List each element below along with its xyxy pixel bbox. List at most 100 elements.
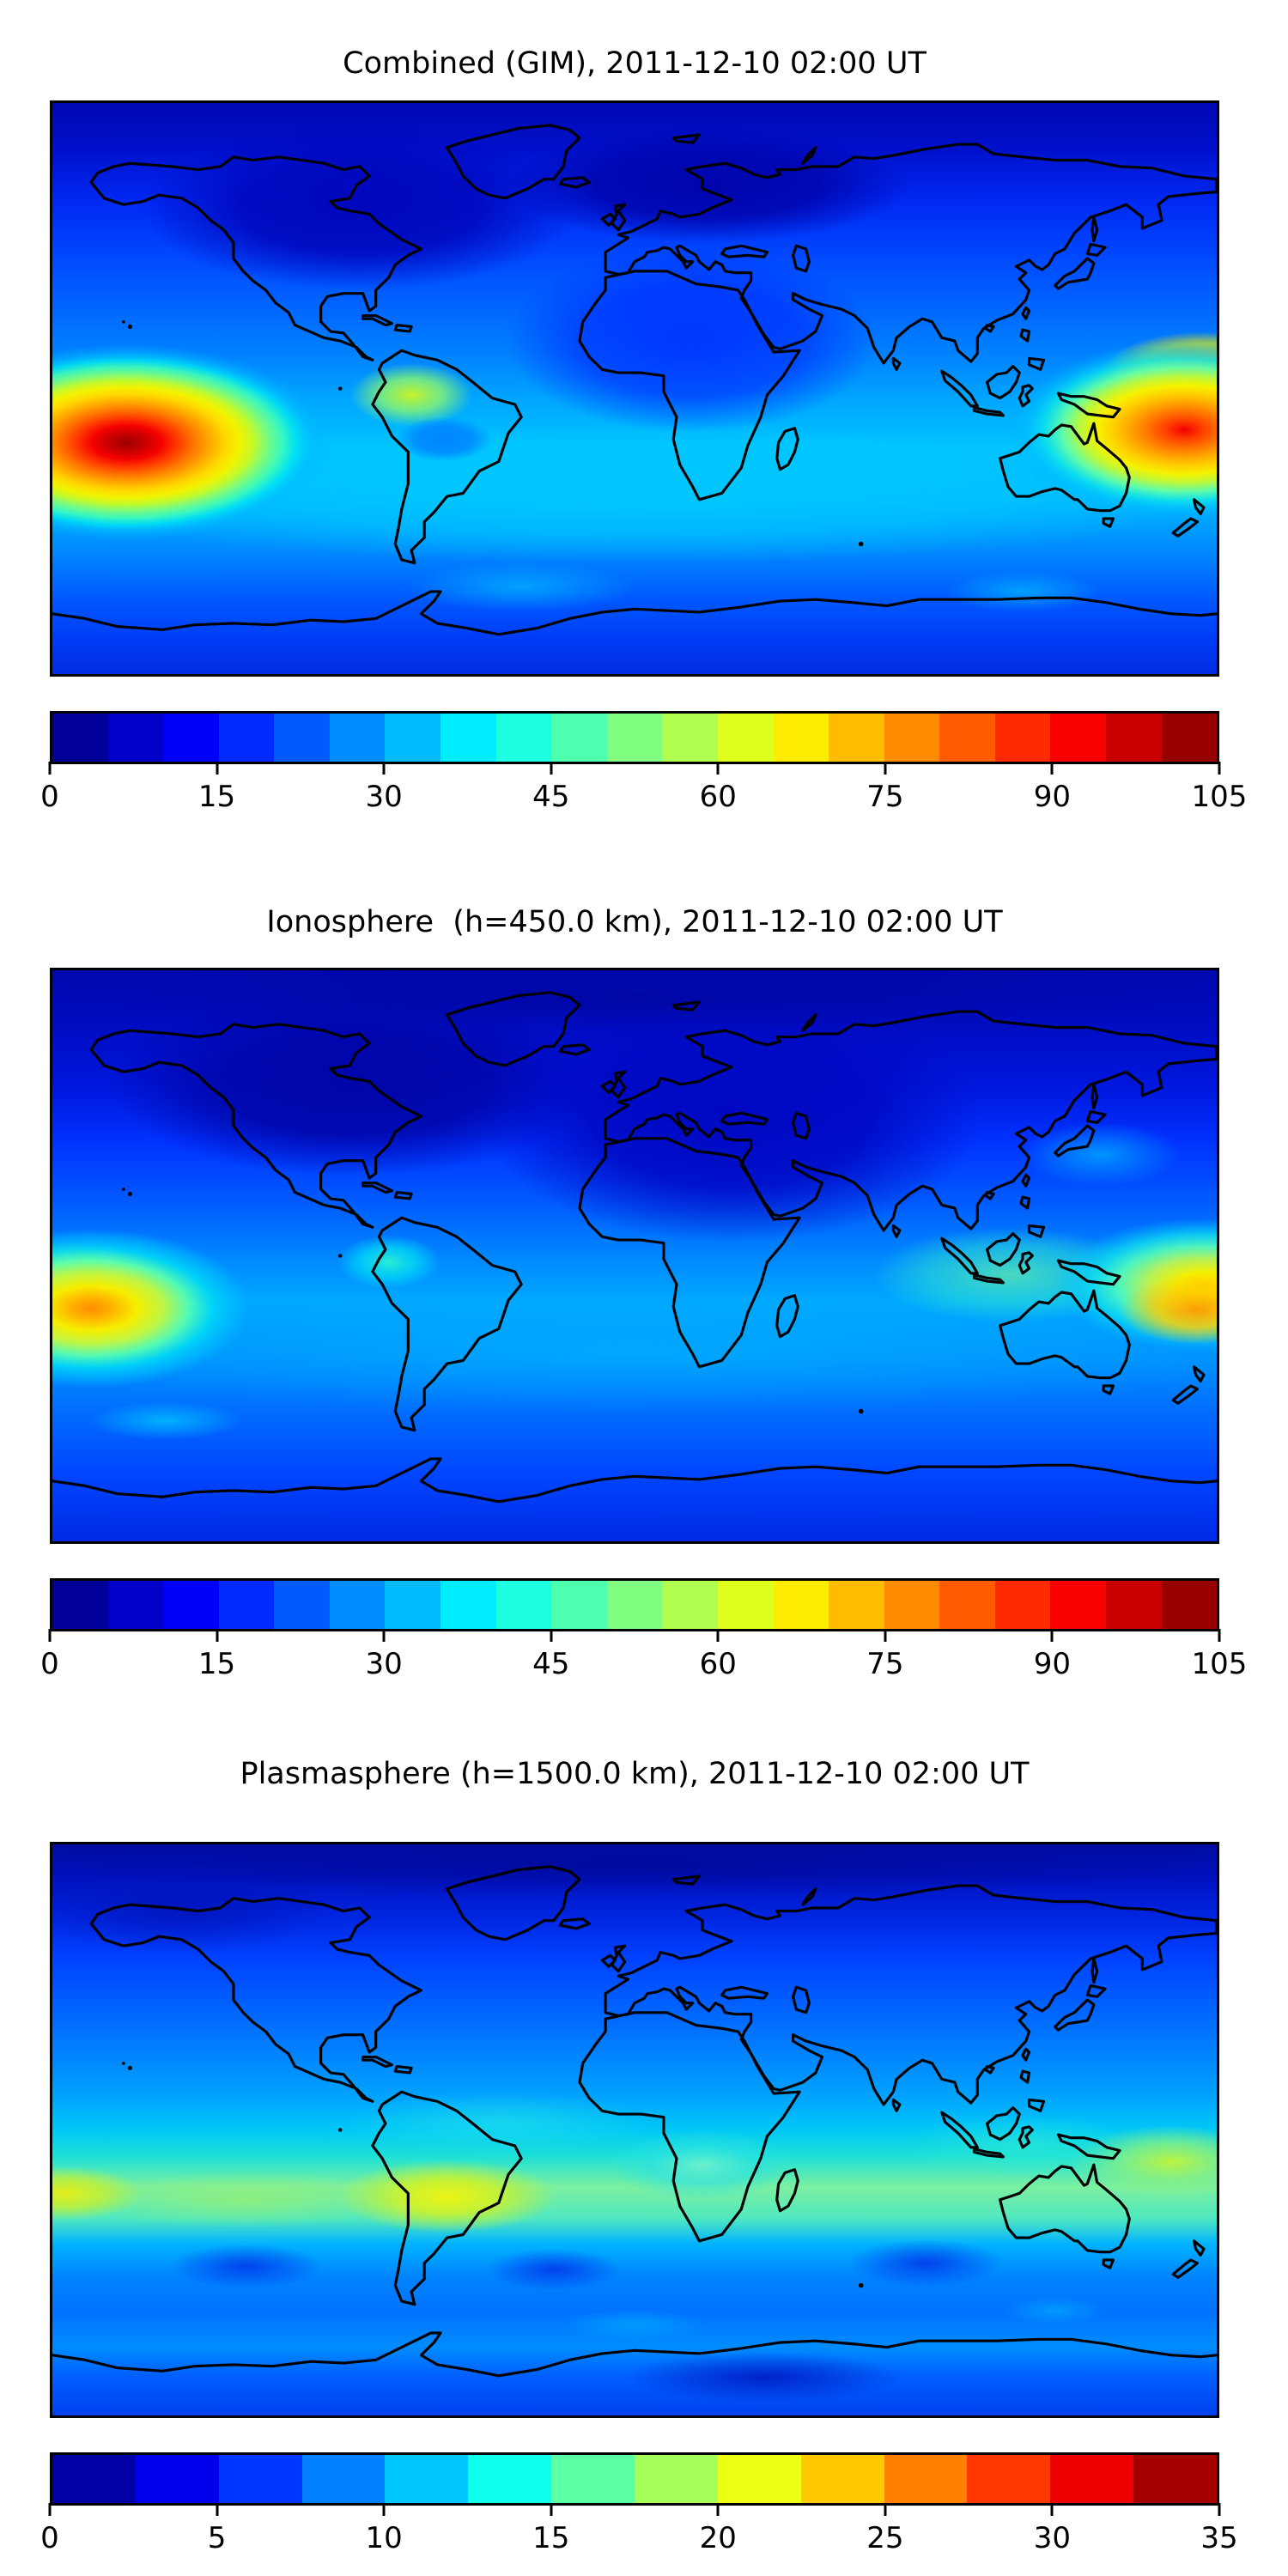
colorbar-tick-label: 105	[1191, 780, 1248, 814]
colorbar-tick-label: 5	[207, 2521, 227, 2555]
colorbar-tick-mark	[550, 2503, 553, 2516]
colorbar-segment	[800, 2455, 884, 2503]
colorbar-tick-mark	[48, 762, 52, 775]
colorbar-tick-mark	[216, 762, 219, 775]
colorbar-tick-label: 10	[365, 2521, 403, 2555]
colorbar-tick-label: 75	[866, 780, 904, 814]
colorbar-tick-mark	[48, 1629, 52, 1642]
panel-title: Combined (GIM), 2011-12-10 02:00 UT	[343, 46, 927, 81]
colorbar-segment	[52, 2455, 136, 2503]
colorbar-tick-mark	[884, 2503, 887, 2516]
colorbar-tick-mark	[382, 762, 386, 775]
colorbar-tick-mark	[48, 2503, 52, 2516]
colorbar-tick-label: 20	[699, 2521, 737, 2555]
colorbar-segment	[939, 714, 995, 762]
colorbar-tick-mark	[550, 762, 553, 775]
contour-field-plasmasphere	[52, 1844, 1217, 2415]
world-map-combined	[50, 100, 1219, 677]
colorbar-segment	[829, 714, 884, 762]
colorbar-tick-label: 15	[197, 780, 236, 814]
colorbar-segment	[218, 1581, 275, 1629]
colorbar-segment	[440, 1581, 496, 1629]
colorbar-segment	[385, 714, 441, 762]
colorbar-segment	[662, 714, 718, 762]
colorbar-tick-mark	[216, 2503, 219, 2516]
world-map-ionosphere	[50, 968, 1219, 1544]
colorbar-tick-label: 60	[699, 1647, 737, 1681]
colorbar-segment	[468, 2455, 552, 2503]
colorbar-tick-label: 30	[1033, 2521, 1072, 2555]
colorbar-ticks-ionosphere: 0 15 30 45 60 75 90 105	[40, 1629, 1247, 1684]
colorbar-tick-label: 15	[197, 1647, 236, 1681]
colorbar-tick-mark	[1050, 1629, 1054, 1642]
colorbar-segment	[717, 1581, 774, 1629]
colorbar-segment	[274, 714, 330, 762]
colorbar-tick-label: 45	[532, 1647, 570, 1681]
colorbar-tick-label: 90	[1033, 1647, 1072, 1681]
colorbar-tick-label: 45	[532, 780, 570, 814]
colorbar-tick-mark	[884, 762, 887, 775]
colorbar-tick-label: 0	[40, 1647, 59, 1681]
colorbar-tick-label: 30	[365, 1647, 403, 1681]
colorbar-tick-label: 0	[40, 2521, 59, 2555]
colorbar-tick-label: 35	[1200, 2521, 1238, 2555]
colorbar-segment	[107, 714, 164, 762]
colorbar-segment	[495, 714, 552, 762]
colorbar-tick-label: 105	[1191, 1647, 1248, 1681]
colorbar-tick-label: 75	[866, 1647, 904, 1681]
colorbar-segment	[717, 2455, 801, 2503]
colorbar-segment	[135, 2455, 219, 2503]
colorbar-segment	[1161, 714, 1217, 762]
colorbar-tick-mark	[1050, 762, 1054, 775]
contour-field-combined	[52, 103, 1217, 674]
colorbar-segment	[301, 2455, 386, 2503]
colorbar-segment	[107, 1581, 164, 1629]
colorbar-tick-mark	[1218, 2503, 1221, 2516]
colorbar-tick-label: 30	[365, 780, 403, 814]
colorbar-ticks-plasmasphere: 0 5 10 15 20 25 30 35	[40, 2503, 1238, 2558]
colorbar-tick-mark	[550, 1629, 553, 1642]
colorbar-segment	[495, 1581, 552, 1629]
colorbar-segment	[606, 1581, 663, 1629]
colorbar-ticks-combined: 0 15 30 45 60 75 90 105	[40, 762, 1247, 817]
world-map-plasmasphere	[50, 1842, 1219, 2418]
colorbar-segment	[163, 714, 219, 762]
colorbar-segment	[884, 714, 940, 762]
colorbar-tick-label: 90	[1033, 780, 1072, 814]
colorbar-segment	[939, 1581, 995, 1629]
contour-field-ionosphere	[52, 970, 1217, 1541]
colorbar-tick-label: 15	[532, 2521, 570, 2555]
colorbar-segment	[773, 714, 829, 762]
colorbar-tick-mark	[716, 762, 720, 775]
colorbar-segment	[1050, 2455, 1134, 2503]
colorbar-tick-label: 60	[699, 780, 737, 814]
colorbar-tick-mark	[1050, 2503, 1054, 2516]
colorbar-plasmasphere	[50, 2452, 1219, 2506]
colorbar-tick-mark	[1218, 1629, 1221, 1642]
colorbar-segment	[967, 2455, 1051, 2503]
colorbar-segment	[884, 1581, 940, 1629]
colorbar-segment	[773, 1581, 829, 1629]
colorbar-segment	[1161, 1581, 1217, 1629]
colorbar-segment	[829, 1581, 884, 1629]
colorbar-segment	[385, 2455, 469, 2503]
colorbar-segment	[329, 1581, 386, 1629]
colorbar-segment	[551, 1581, 607, 1629]
colorbar-segment	[1050, 714, 1106, 762]
colorbar-tick-label: 0	[40, 780, 59, 814]
colorbar-segment	[717, 714, 774, 762]
colorbar-segment	[329, 714, 386, 762]
colorbar-segment	[440, 714, 496, 762]
colorbar-ionosphere	[50, 1578, 1219, 1631]
colorbar-segment	[551, 714, 607, 762]
colorbar-tick-mark	[716, 1629, 720, 1642]
colorbar-combined	[50, 711, 1219, 764]
colorbar-segment	[662, 1581, 718, 1629]
colorbar-segment	[1105, 1581, 1162, 1629]
colorbar-segment	[274, 1581, 330, 1629]
colorbar-segment	[551, 2455, 635, 2503]
colorbar-segment	[52, 1581, 108, 1629]
colorbar-segment	[1105, 714, 1162, 762]
colorbar-segment	[994, 714, 1051, 762]
colorbar-tick-mark	[884, 1629, 887, 1642]
